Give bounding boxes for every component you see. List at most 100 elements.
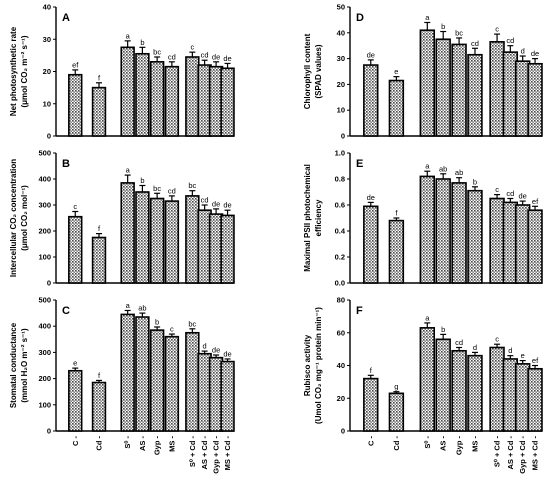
- bar: [68, 215, 83, 284]
- significance-letter: b: [140, 38, 144, 47]
- significance-letter: f: [395, 209, 398, 218]
- y-tick-label: 100: [38, 400, 51, 409]
- y-axis-title-line: (mmol H₂O m⁻² s⁻¹): [20, 328, 29, 403]
- x-category-label: Gyp + Cd -: [212, 436, 221, 474]
- bar: [149, 61, 165, 137]
- significance-letter: cd: [455, 338, 463, 347]
- significance-letter: ef: [532, 356, 539, 365]
- bar: [419, 327, 436, 432]
- x-category-label: MS + Cd -: [531, 436, 540, 471]
- bar: [467, 189, 483, 284]
- y-tick-label: 80: [337, 296, 345, 305]
- significance-letter: b: [441, 22, 445, 31]
- significance-letter: cd: [471, 39, 479, 48]
- significance-letter: de: [223, 201, 231, 210]
- significance-letter: bc: [153, 184, 161, 193]
- panel-letter: E: [356, 158, 363, 170]
- y-tick-label: 30: [43, 35, 51, 44]
- x-category-label: Gyp -: [455, 436, 464, 456]
- y-tick-label: 500: [38, 296, 51, 305]
- significance-letter: de: [223, 349, 231, 358]
- significance-letter: d: [203, 342, 207, 351]
- significance-letter: cd: [201, 51, 209, 60]
- significance-letter: c: [190, 43, 194, 52]
- bar: [91, 236, 107, 284]
- bar: [220, 360, 235, 432]
- x-category-label: S⁰ + Cd -: [493, 436, 502, 468]
- bar: [489, 197, 505, 284]
- significance-letter: ef: [532, 197, 539, 206]
- y-tick-label: 300: [38, 201, 51, 210]
- x-category-label: Cd -: [95, 436, 104, 451]
- significance-letter: a: [425, 162, 430, 171]
- y-tick-label: 1.0: [335, 149, 345, 158]
- bar: [527, 62, 543, 137]
- bar: [435, 38, 451, 137]
- x-category-label: S⁰ -: [123, 436, 132, 449]
- bar: [164, 335, 180, 432]
- significance-letter: de: [519, 192, 527, 201]
- significance-letter: de: [212, 52, 220, 61]
- significance-letter: cd: [506, 189, 514, 198]
- significance-letter: ef: [72, 60, 79, 69]
- significance-letter: cd: [201, 196, 209, 205]
- bar: [185, 56, 200, 137]
- y-tick-label: 300: [38, 348, 51, 357]
- significance-letter: e: [394, 67, 398, 76]
- significance-letter: cd: [168, 186, 176, 195]
- y-axis-title-line: Intercellular CO₂ concentration: [9, 159, 18, 277]
- y-tick-label: 10: [43, 99, 51, 108]
- bar: [68, 73, 83, 137]
- y-tick-label: 0.8: [335, 175, 345, 184]
- y-tick-label: 50: [337, 3, 345, 12]
- significance-letter: de: [223, 54, 231, 63]
- panel-letter: C: [62, 305, 70, 317]
- panel-D: 0 10 20 30 40 50 D Chlorophyll content (SPAD val…: [303, 3, 543, 141]
- significance-letter: g: [394, 382, 398, 391]
- x-category-label: AS + Cd -: [200, 435, 209, 469]
- bar: [135, 191, 150, 284]
- significance-letter: cd: [506, 36, 514, 45]
- y-axis-title: Rubisco activity (Umol CO₂ mg⁻¹ protein m…: [303, 307, 323, 424]
- y-tick-label: 0.0: [335, 279, 345, 288]
- significance-letter: c: [170, 325, 174, 334]
- significance-letter: e: [73, 359, 77, 368]
- bar: [363, 377, 379, 432]
- panel-A: 0 10 20 30 40 A Net photosynthetic rate (μmol C…: [9, 3, 235, 141]
- panel-C: 0 100 200 300 400 500 C Stomatal conductance (mm…: [9, 296, 235, 474]
- y-tick-label: 0.2: [335, 253, 345, 262]
- y-axis-title: Net photosynthetic rate (μmol CO₂ m⁻² s⁻¹…: [9, 26, 29, 116]
- y-tick-label: 40: [337, 361, 345, 370]
- y-axis-title-line: (Umol CO₂ mg⁻¹ protein min⁻¹): [314, 307, 323, 424]
- bar: [527, 367, 543, 432]
- y-tick-label: 0: [341, 427, 345, 436]
- significance-letter: d: [521, 47, 525, 56]
- bar: [220, 67, 235, 137]
- bar: [185, 331, 200, 432]
- x-category-label: Cd -: [392, 436, 401, 451]
- significance-letter: ab: [439, 164, 447, 173]
- x-category-label: MS + Cd -: [223, 436, 232, 471]
- significance-letter: c: [495, 25, 499, 34]
- bar: [435, 178, 451, 284]
- bar: [164, 65, 180, 137]
- y-tick-label: 100: [38, 253, 51, 262]
- significance-letter: de: [367, 193, 375, 202]
- bar: [91, 86, 107, 137]
- x-category-label: S⁰ + Cd -: [188, 436, 197, 468]
- bar: [388, 79, 405, 137]
- significance-letter: d: [473, 343, 477, 352]
- y-axis-title-line: Chlorophyll content: [303, 33, 312, 109]
- bar: [135, 316, 150, 432]
- y-axis-title-line: Net photosynthetic rate: [9, 26, 18, 116]
- y-tick-label: 60: [337, 328, 345, 337]
- y-axis-title: Chlorophyll content (SPAD values): [303, 33, 323, 109]
- bar: [164, 200, 180, 284]
- x-category-label: MS -: [167, 436, 176, 452]
- y-axis-title-line: Stomatal conductance: [9, 322, 18, 408]
- y-axis-title-line: (μmol CO₂ m⁻² s⁻¹): [20, 35, 29, 107]
- x-category-label: AS + Cd -: [506, 435, 515, 469]
- y-tick-label: 0.4: [335, 227, 346, 236]
- bar: [467, 53, 483, 137]
